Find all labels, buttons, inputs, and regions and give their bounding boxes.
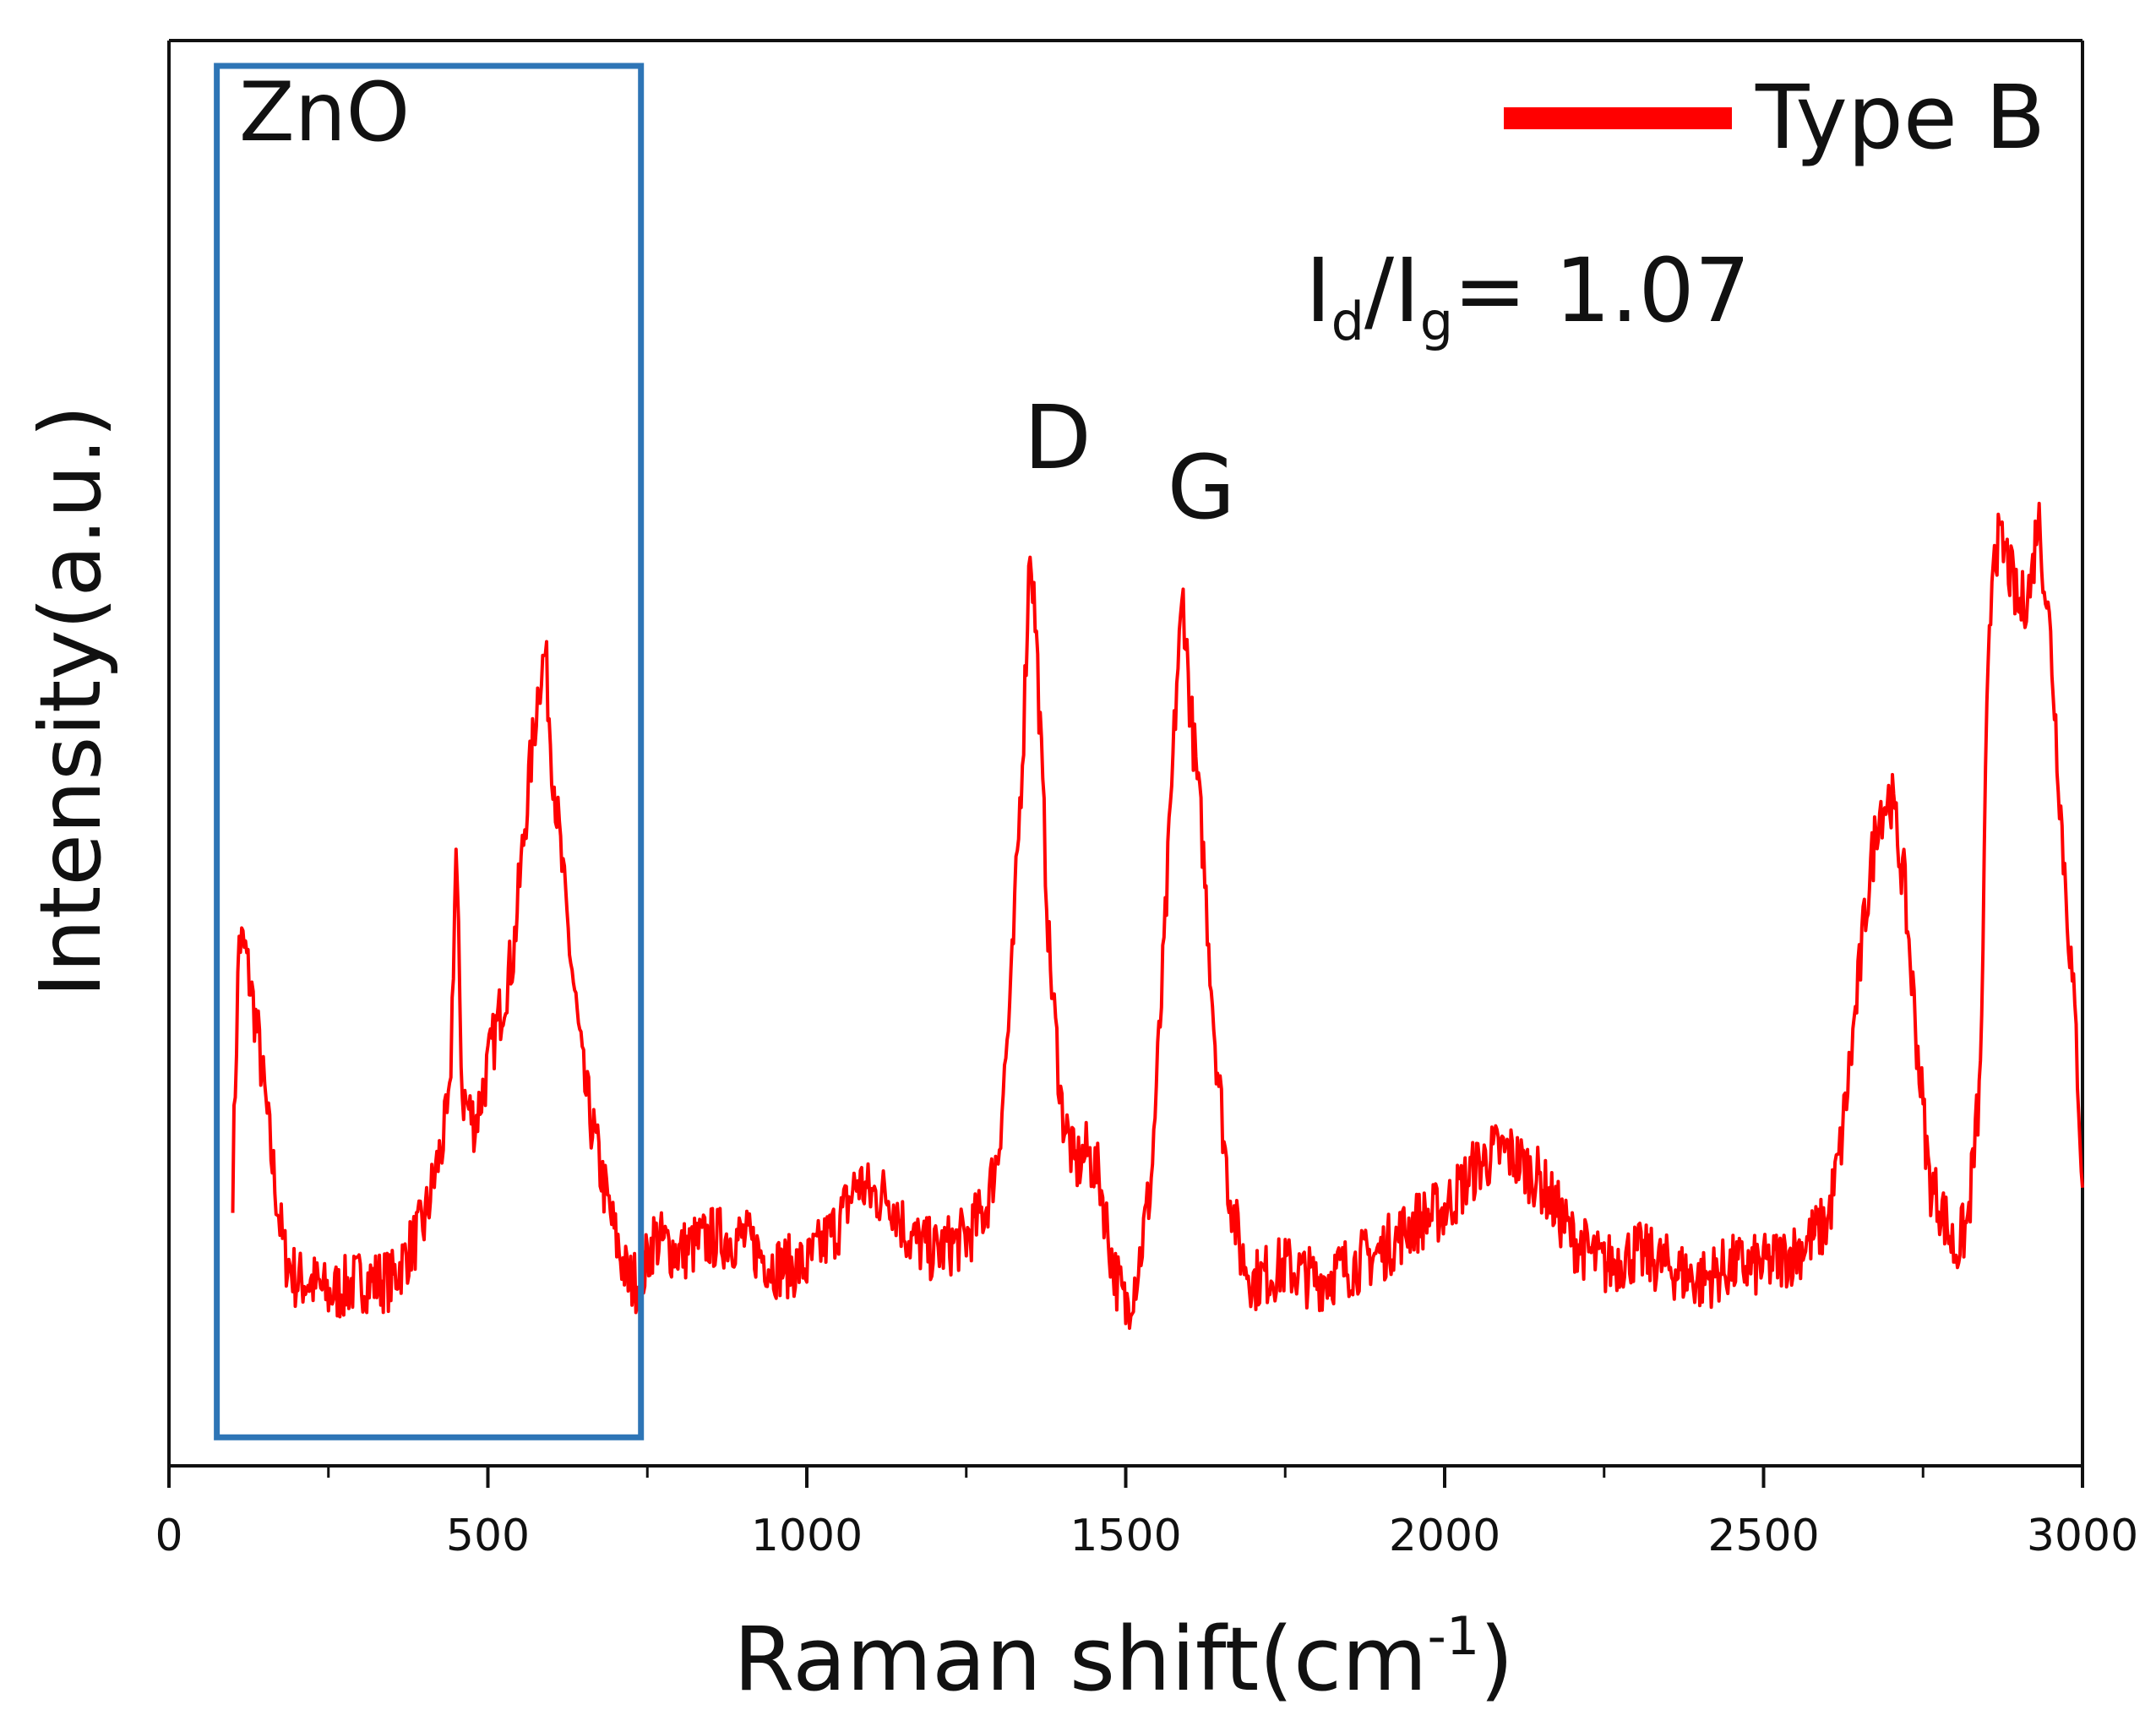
x-axis-tick-labels: 0 500 1000 1500 2000 2500 3000 — [155, 1511, 2138, 1561]
x-tick-label: 2500 — [1707, 1511, 1819, 1561]
ratio-value: = 1.07 — [1453, 239, 1750, 342]
x-tick-label: 3000 — [2027, 1511, 2138, 1561]
ratio-sub-g: g — [1420, 291, 1453, 352]
x-axis-title: Raman shift(cm-1) — [733, 1605, 1514, 1710]
ratio-sub-d: d — [1331, 291, 1364, 352]
y-axis-title: Intensity(a.u.) — [21, 405, 120, 998]
x-tick-label: 1500 — [1070, 1511, 1181, 1561]
x-axis-title-close: ) — [1479, 1608, 1514, 1710]
x-tick-label: 1000 — [751, 1511, 863, 1561]
x-axis-title-main: Raman shift(cm — [733, 1608, 1427, 1710]
legend-label-type-b: Type B — [1755, 66, 2045, 169]
zno-highlight-box — [214, 63, 645, 1440]
annotation-zno: ZnO — [239, 65, 410, 160]
ratio-i-g: I — [1394, 239, 1420, 342]
ratio-label: Id/Ig= 1.07 — [1305, 239, 1750, 352]
ratio-i-d: I — [1305, 239, 1331, 342]
annotation-g-peak: G — [1168, 436, 1236, 539]
x-axis-ticks — [167, 1466, 2084, 1488]
ratio-slash: / — [1364, 239, 1395, 342]
x-tick-label: 500 — [446, 1511, 530, 1561]
series-line-type-b — [231, 501, 2084, 1331]
x-tick-label: 2000 — [1389, 1511, 1500, 1561]
x-tick-label: 0 — [155, 1511, 182, 1561]
annotation-d-peak: D — [1024, 386, 1092, 489]
x-axis-title-sup: -1 — [1427, 1605, 1479, 1667]
legend: Type B — [1504, 66, 2045, 169]
